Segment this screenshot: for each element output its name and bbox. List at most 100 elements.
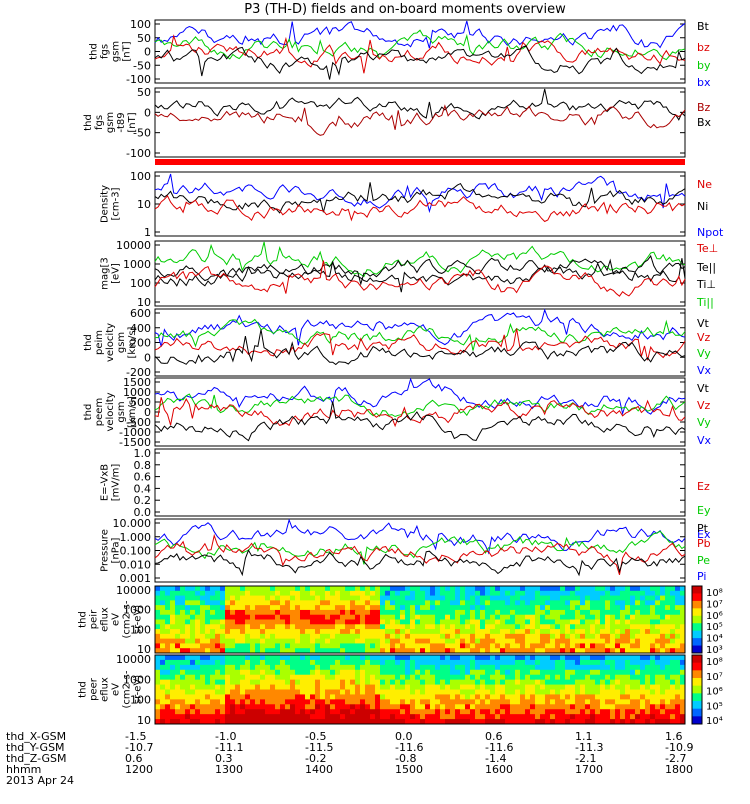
heatmap-cell — [380, 600, 386, 606]
heatmap-cell — [255, 679, 261, 686]
heatmap-cell — [505, 679, 511, 686]
heatmap-cell — [515, 605, 521, 611]
heatmap-cell — [315, 638, 321, 644]
heatmap-cell — [370, 600, 376, 606]
heatmap-cell — [245, 669, 251, 676]
heatmap-cell — [525, 655, 531, 661]
heatmap-cell — [470, 643, 476, 649]
heatmap-cell — [455, 704, 461, 710]
heatmap-cell — [265, 679, 271, 686]
heatmap-cell — [540, 684, 546, 690]
heatmap-cell — [505, 643, 511, 649]
heatmap-cell — [425, 614, 431, 620]
heatmap-cell — [545, 679, 551, 686]
heatmap-cell — [240, 655, 246, 661]
heatmap-cell — [530, 600, 536, 606]
heatmap-cell — [605, 633, 611, 640]
heatmap-cell — [565, 684, 571, 690]
heatmap-cell — [425, 619, 431, 625]
heatmap-cell — [680, 699, 686, 705]
heatmap-cell — [410, 664, 416, 671]
heatmap-cell — [370, 648, 376, 654]
heatmap-cell — [540, 638, 546, 644]
heatmap-cell — [585, 648, 591, 654]
heatmap-cell — [350, 669, 356, 676]
heatmap-cell — [620, 619, 626, 625]
heatmap-cell — [260, 714, 266, 720]
heatmap-cell — [320, 714, 326, 720]
heatmap-cell — [560, 619, 566, 625]
heatmap-cell — [375, 590, 381, 597]
heatmap-cell — [285, 694, 291, 700]
heatmap-cell — [610, 714, 616, 720]
legend-entry: Pi — [697, 570, 706, 583]
colorbar-swatch — [692, 615, 702, 624]
heatmap-cell — [160, 664, 166, 671]
heatmap-cell — [350, 629, 356, 635]
heatmap-cell — [200, 655, 206, 661]
heatmap-cell — [165, 633, 171, 640]
series-line — [154, 397, 686, 428]
heatmap-cell — [490, 664, 496, 671]
heatmap-cell — [235, 659, 241, 666]
heatmap-cell — [600, 684, 606, 690]
heatmap-cell — [645, 669, 651, 676]
heatmap-cell — [635, 719, 641, 725]
heatmap-cell — [435, 590, 441, 597]
heatmap-cell — [580, 655, 586, 661]
heatmap-cell — [540, 633, 546, 640]
heatmap-cell — [315, 609, 321, 616]
heatmap-cell — [405, 590, 411, 597]
heatmap-cell — [200, 595, 206, 601]
heatmap-cell — [420, 669, 426, 676]
heatmap-cell — [400, 614, 406, 620]
heatmap-cell — [520, 679, 526, 686]
heatmap-cell — [610, 590, 616, 597]
heatmap-cell — [625, 674, 631, 681]
heatmap-cell — [255, 643, 261, 649]
heatmap-cell — [335, 679, 341, 686]
heatmap-cell — [160, 714, 166, 720]
heatmap-cell — [625, 704, 631, 710]
heatmap-cell — [570, 633, 576, 640]
heatmap-cell — [160, 600, 166, 606]
heatmap-cell — [480, 619, 486, 625]
heatmap-cell — [515, 694, 521, 700]
heatmap-cell — [225, 684, 231, 690]
heatmap-cell — [595, 664, 601, 671]
y-axis-label: peer — [89, 677, 100, 701]
heatmap-cell — [255, 629, 261, 635]
heatmap-cell — [495, 629, 501, 635]
heatmap-cell — [580, 664, 586, 671]
heatmap-cell — [625, 699, 631, 705]
heatmap-cell — [540, 689, 546, 695]
heatmap-cell — [210, 679, 216, 686]
heatmap-cell — [155, 595, 161, 601]
heatmap-cell — [405, 655, 411, 661]
heatmap-cell — [375, 659, 381, 666]
heatmap-cell — [490, 595, 496, 601]
heatmap-cell — [400, 699, 406, 705]
y-tick-label: 50 — [137, 32, 151, 45]
y-axis-label: -t89 — [116, 112, 127, 132]
heatmap-cell — [190, 633, 196, 640]
heatmap-cell — [560, 659, 566, 666]
heatmap-cell — [155, 699, 161, 705]
heatmap-cell — [620, 586, 626, 592]
heatmap-cell — [180, 586, 186, 592]
series-line — [154, 329, 686, 366]
heatmap-cell — [670, 689, 676, 695]
heatmap-cell — [460, 679, 466, 686]
heatmap-cell — [430, 664, 436, 671]
heatmap-cell — [240, 669, 246, 676]
heatmap-cell — [355, 600, 361, 606]
heatmap-cell — [315, 719, 321, 725]
heatmap-cell — [345, 714, 351, 720]
heatmap-cell — [285, 648, 291, 654]
heatmap-cell — [260, 679, 266, 686]
heatmap-cell — [520, 643, 526, 649]
heatmap-cell — [335, 704, 341, 710]
heatmap-cell — [425, 699, 431, 705]
heatmap-cell — [550, 643, 556, 649]
heatmap-cell — [675, 638, 681, 644]
